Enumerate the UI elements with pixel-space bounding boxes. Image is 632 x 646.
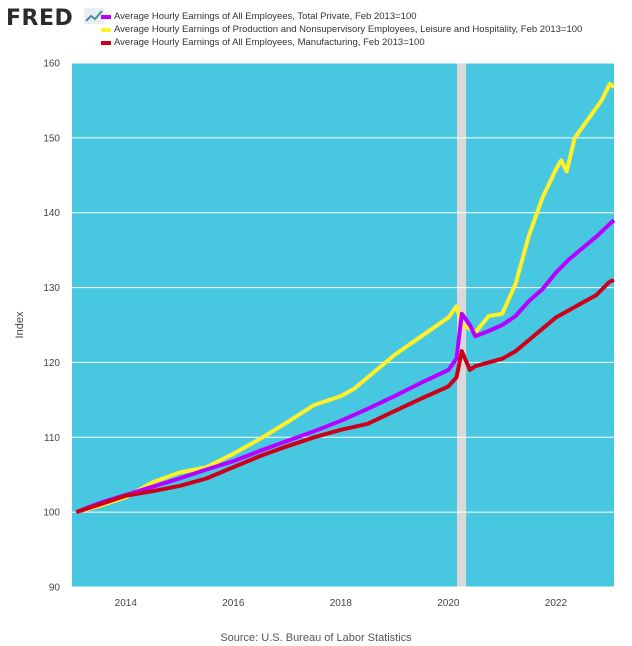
series-line-0	[75, 218, 616, 514]
source-note: Source: U.S. Bureau of Labor Statistics	[220, 632, 412, 644]
y-tick-label: 90	[49, 583, 61, 594]
legend-item-leisure-hospitality[interactable]: Average Hourly Earnings of Production an…	[101, 24, 583, 35]
trend-line-icon	[84, 8, 104, 24]
x-tick-label: 2022	[545, 598, 568, 609]
chart-header: FRED Average Hourly Earnings of All Empl…	[0, 0, 632, 58]
x-tick-label: 2016	[222, 598, 245, 609]
legend-label: Average Hourly Earnings of All Employees…	[114, 11, 417, 22]
y-axis-ticks: 90 100 110 120 130 140 150 160	[43, 59, 60, 594]
x-tick-label: 2014	[115, 598, 138, 609]
legend-item-total-private[interactable]: Average Hourly Earnings of All Employees…	[101, 11, 417, 22]
y-tick-label: 100	[43, 508, 60, 519]
legend-item-manufacturing[interactable]: Average Hourly Earnings of All Employees…	[101, 37, 425, 48]
y-axis-label: Index	[14, 311, 26, 338]
legend-swatch	[101, 15, 111, 19]
series-line-1	[75, 82, 616, 515]
plot-area	[72, 63, 614, 587]
y-tick-label: 120	[43, 358, 60, 369]
x-tick-label: 2018	[330, 598, 353, 609]
series-lines	[75, 82, 616, 515]
y-tick-label: 110	[44, 433, 60, 444]
y-tick-label: 130	[43, 283, 60, 294]
x-tick-label: 2020	[437, 598, 460, 609]
series-line-2	[75, 278, 615, 515]
legend-label: Average Hourly Earnings of Production an…	[114, 24, 583, 35]
y-tick-label: 160	[43, 59, 60, 70]
line-chart: 90 100 110 120 130 140 150 160 2014 2016 2018 2020…	[14, 59, 616, 609]
legend-swatch	[101, 41, 111, 45]
y-tick-label: 150	[43, 133, 60, 144]
gridlines	[72, 62, 614, 588]
legend-label: Average Hourly Earnings of All Employees…	[114, 37, 425, 48]
fred-logo: FRED	[6, 6, 74, 31]
y-tick-label: 140	[43, 208, 60, 219]
x-axis-ticks: 2014 2016 2018 2020 2022	[115, 598, 568, 609]
legend-swatch	[101, 28, 111, 32]
